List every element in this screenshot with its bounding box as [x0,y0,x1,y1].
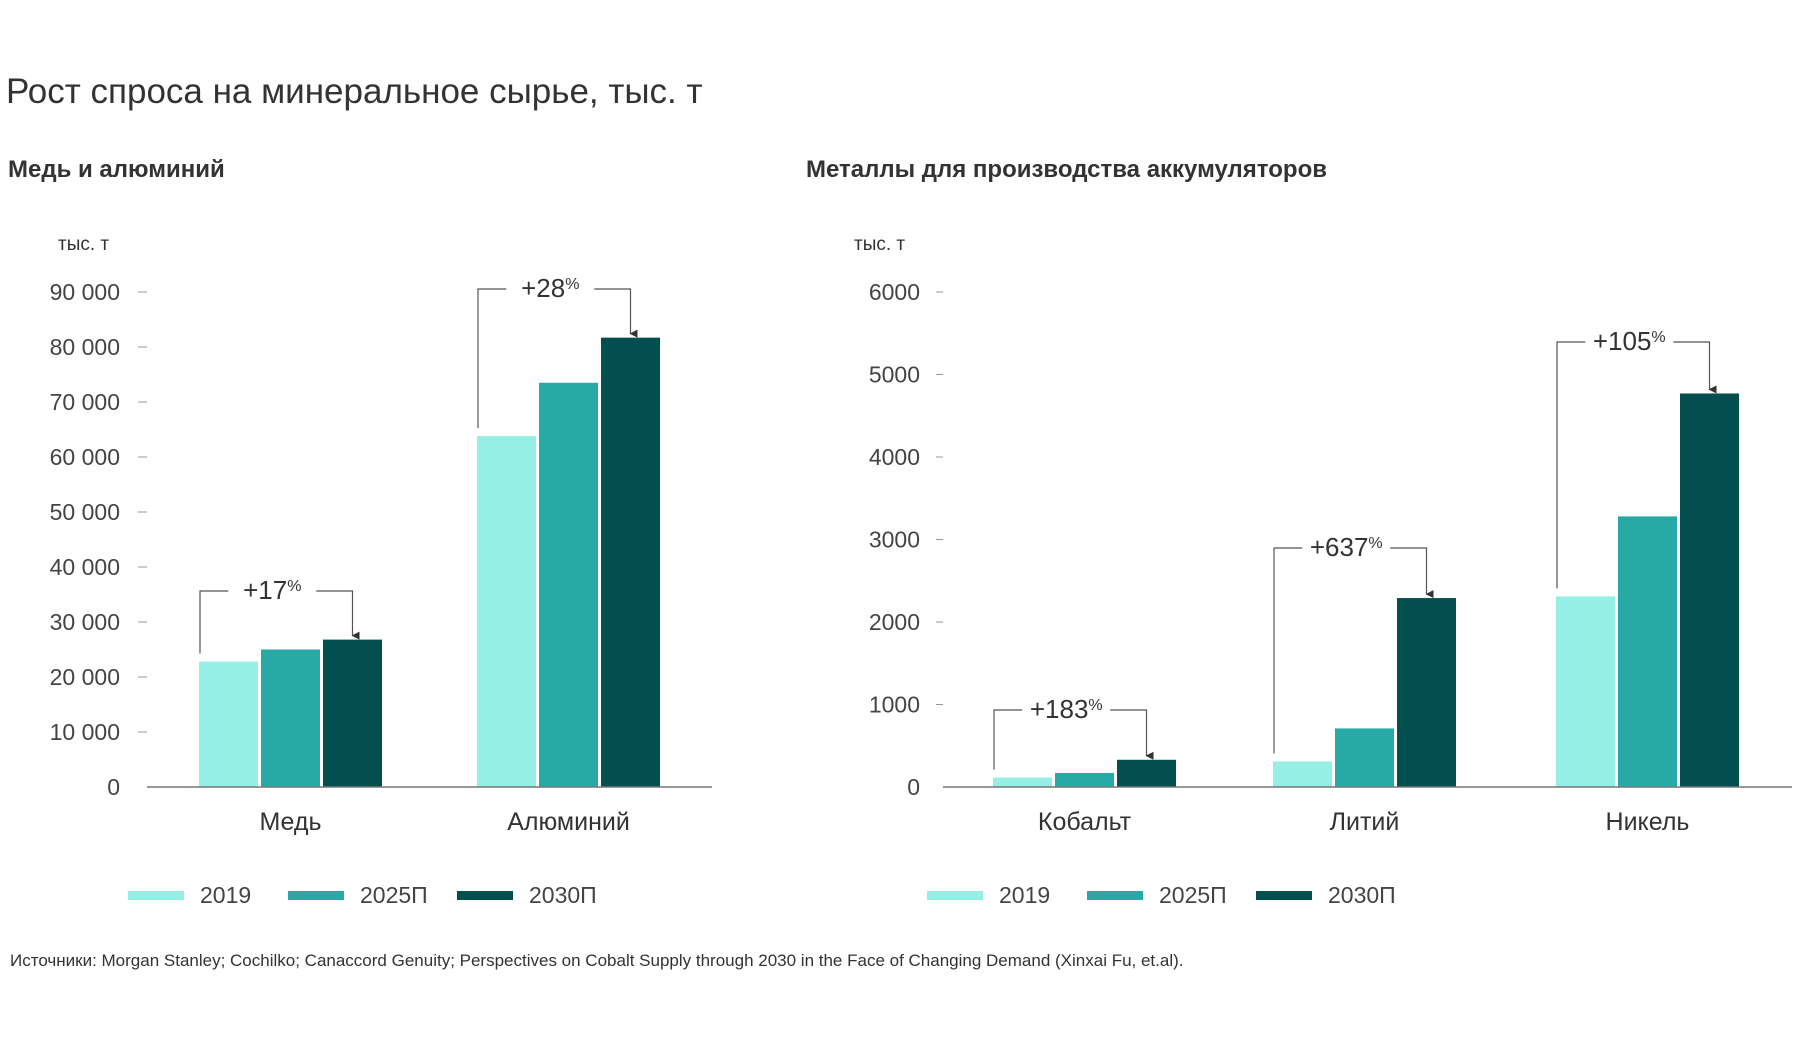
legend-swatch-2025П [288,891,344,900]
legend-swatch-2030П [1256,891,1312,900]
legend-label: 2019 [999,882,1050,908]
legend-swatch-2030П [457,891,513,900]
bar-Никель-2025П [1618,516,1677,787]
bar-Литий-2030П [1397,598,1456,787]
bar-Алюминий-2025П [539,382,598,787]
page-title: Рост спроса на минеральное сырье, тыс. т [6,72,703,111]
legend-label: 2025П [1159,882,1227,908]
bar-Кобальт-2030П [1117,759,1176,787]
chart-title-battery-metals: Металлы для производства аккумуляторов [806,156,1327,183]
legend-label: 2025П [360,882,428,908]
y-tick-label: 70 000 [50,389,120,415]
category-label: Кобальт [1038,808,1132,836]
legend-label: 2030П [1328,882,1396,908]
bar-Медь-2025П [261,649,320,787]
chart-title-copper-aluminum: Медь и алюминий [8,156,225,183]
y-tick-label: 90 000 [50,279,120,305]
growth-bracket-left [199,590,229,654]
growth-bracket-left [477,288,507,429]
bar-Медь-2030П [323,639,382,787]
growth-annotation-label: +17% [243,575,301,605]
growth-bracket-right-arrow [1110,709,1154,760]
growth-annotation-label: +183% [1030,694,1103,724]
growth-annotation-label: +637% [1310,532,1383,562]
legend-swatch-2025П [1087,891,1143,900]
bar-Алюминий-2019 [477,436,536,787]
bar-Кобальт-2025П [1055,772,1114,787]
category-label: Литий [1330,808,1400,836]
growth-bracket-left [993,709,1023,770]
y-tick-label: 2000 [869,609,920,635]
legend-label: 2030П [529,882,597,908]
bar-Литий-2025П [1335,728,1394,787]
growth-bracket-right-arrow [316,590,360,640]
y-tick-label: 50 000 [50,499,120,525]
bar-Кобальт-2019 [993,777,1052,787]
bar-Литий-2019 [1273,761,1332,787]
y-tick-label: 3000 [869,527,920,553]
growth-bracket-right-arrow [1390,547,1434,599]
source-note: Источники: Morgan Stanley; Cochilko; Can… [10,951,1184,970]
growth-annotation-label: +105% [1593,326,1666,356]
growth-bracket-right-arrow [1673,341,1717,394]
legend-swatch-2019 [927,891,983,900]
growth-annotation-label: +28% [521,273,579,303]
y-tick-label: 0 [907,774,920,800]
chart-0: тыс. т 0 10 000 20 000 30 000 40 000 50 000 60 … [50,234,712,908]
legend-swatch-2019 [128,891,184,900]
growth-bracket-left [1556,341,1586,589]
category-label: Медь [259,808,321,836]
y-tick-label: 40 000 [50,554,120,580]
category-label: Алюминий [507,808,630,836]
bar-Алюминий-2030П [601,337,660,787]
y-unit-label: тыс. т [58,234,109,255]
y-tick-label: 6000 [869,279,920,305]
legend-label: 2019 [200,882,251,908]
y-tick-label: 30 000 [50,609,120,635]
bar-Никель-2019 [1556,596,1615,787]
y-tick-label: 4000 [869,444,920,470]
bar-Медь-2019 [199,661,258,787]
growth-bracket-left [1273,547,1303,754]
growth-bracket-right-arrow [594,288,638,338]
y-tick-label: 60 000 [50,444,120,470]
y-tick-label: 0 [107,774,120,800]
y-tick-label: 20 000 [50,664,120,690]
y-tick-label: 5000 [869,362,920,388]
y-unit-label: тыс. т [854,234,905,255]
bar-Никель-2030П [1680,393,1739,787]
y-tick-label: 80 000 [50,334,120,360]
category-label: Никель [1606,808,1690,836]
y-tick-label: 10 000 [50,719,120,745]
chart-1: тыс. т 0 1000 2000 3000 4000 5000 6000 Кобальт +1… [854,234,1792,908]
y-tick-label: 1000 [869,692,920,718]
